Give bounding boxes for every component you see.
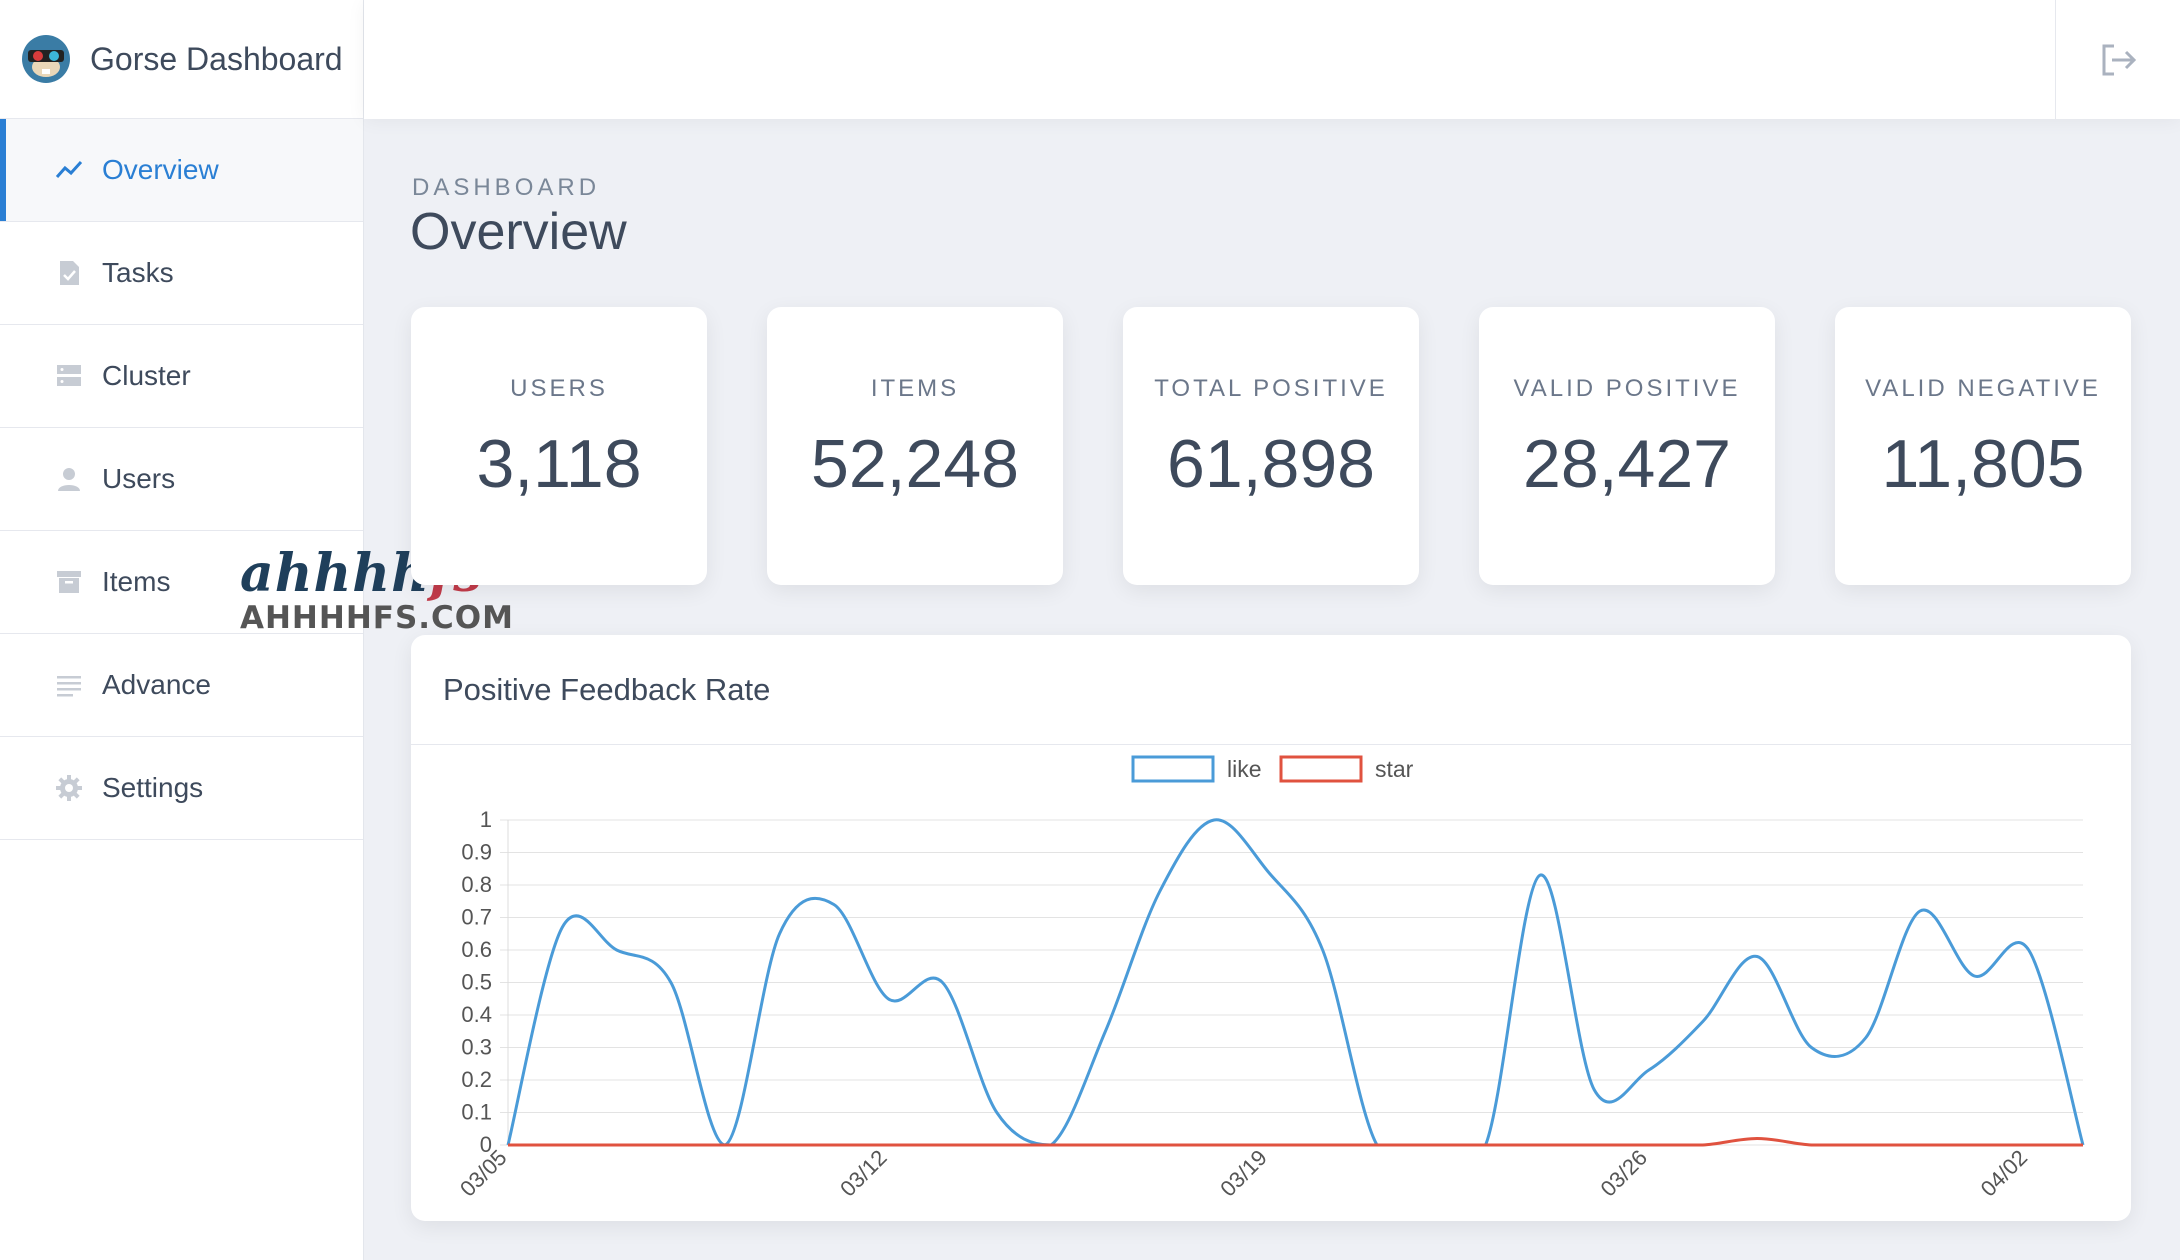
stat-card-users: USERS 3,118 bbox=[411, 307, 707, 585]
sidebar-item-settings[interactable]: Settings bbox=[0, 737, 363, 840]
legend-label-star: star bbox=[1375, 756, 1414, 782]
app-title: Gorse Dashboard bbox=[90, 40, 343, 77]
sidebar-item-overview[interactable]: Overview bbox=[0, 119, 363, 222]
series-line-star bbox=[508, 1136, 2083, 1147]
trend-line-icon bbox=[54, 155, 84, 185]
y-tick-label: 0.3 bbox=[461, 1035, 492, 1060]
sidebar-item-label: Overview bbox=[102, 154, 219, 185]
legend-swatch-like bbox=[1131, 755, 1215, 783]
sidebar: Gorse Dashboard Overview Tasks Cluster User… bbox=[0, 0, 364, 1260]
stat-label: VALID POSITIVE bbox=[1513, 375, 1741, 402]
gorse-logo-icon bbox=[22, 35, 70, 83]
sidebar-item-label: Cluster bbox=[102, 360, 191, 391]
sidebar-item-users[interactable]: Users bbox=[0, 428, 363, 531]
y-tick-label: 0.1 bbox=[461, 1100, 492, 1125]
stat-card-valid-negative: VALID NEGATIVE 11,805 bbox=[1835, 307, 2131, 585]
y-tick-label: 0.8 bbox=[461, 872, 492, 897]
y-tick-label: 0.9 bbox=[461, 840, 492, 865]
y-tick-label: 0.2 bbox=[461, 1067, 492, 1092]
brand[interactable]: Gorse Dashboard bbox=[0, 0, 363, 119]
user-icon bbox=[54, 464, 84, 494]
y-tick-label: 0.4 bbox=[461, 1002, 492, 1027]
stat-value: 52,248 bbox=[811, 426, 1019, 502]
stat-value: 28,427 bbox=[1523, 426, 1731, 502]
stat-label: ITEMS bbox=[870, 375, 960, 402]
sidebar-item-items[interactable]: Items bbox=[0, 531, 363, 634]
sidebar-item-label: Tasks bbox=[102, 257, 174, 288]
series-line-like bbox=[506, 818, 2085, 1147]
x-tick-label: 03/12 bbox=[835, 1145, 892, 1202]
sidebar-item-label: Advance bbox=[102, 669, 211, 700]
stat-label: TOTAL POSITIVE bbox=[1154, 375, 1388, 402]
stat-card-valid-positive: VALID POSITIVE 28,427 bbox=[1479, 307, 1775, 585]
sidebar-item-label: Settings bbox=[102, 772, 204, 803]
gear-icon bbox=[54, 773, 84, 803]
stat-value: 11,805 bbox=[1881, 426, 2085, 502]
x-tick-label: 03/26 bbox=[1595, 1145, 1652, 1202]
server-icon bbox=[54, 361, 84, 391]
legend-label-like: like bbox=[1227, 756, 1262, 782]
page-title: Overview bbox=[410, 203, 627, 261]
y-tick-label: 0.6 bbox=[461, 937, 492, 962]
stat-label: USERS bbox=[510, 375, 608, 402]
stat-card-total-positive: TOTAL POSITIVE 61,898 bbox=[1123, 307, 1419, 585]
stat-value: 61,898 bbox=[1167, 426, 1375, 502]
stat-label: VALID NEGATIVE bbox=[1865, 375, 2101, 402]
page-subtitle: DASHBOARD bbox=[412, 174, 601, 201]
x-tick-label: 04/02 bbox=[1976, 1145, 2033, 1202]
y-tick-label: 0 bbox=[480, 1132, 492, 1157]
sidebar-item-label: Items bbox=[102, 566, 171, 597]
file-check-icon bbox=[54, 258, 84, 288]
chart-title: Positive Feedback Rate bbox=[411, 635, 2131, 745]
stat-card-items: ITEMS 52,248 bbox=[767, 307, 1063, 585]
stat-value: 3,118 bbox=[476, 426, 642, 502]
list-icon bbox=[54, 670, 84, 700]
sidebar-nav: Overview Tasks Cluster Users Items Advance Set… bbox=[0, 119, 363, 840]
y-tick-label: 1 bbox=[480, 807, 492, 832]
chart-card: Positive Feedback Rate 0 0.1 0.2 0.3 0.4 0.5 0… bbox=[411, 635, 2131, 1221]
x-tick-label: 03/19 bbox=[1215, 1145, 1272, 1202]
logout-icon bbox=[2102, 44, 2137, 75]
legend-swatch-star bbox=[1279, 755, 1363, 783]
y-tick-label: 0.5 bbox=[461, 970, 492, 995]
sidebar-item-label: Users bbox=[102, 463, 176, 494]
logout-button[interactable] bbox=[2055, 0, 2180, 119]
y-tick-label: 0.7 bbox=[461, 905, 492, 930]
sidebar-item-advance[interactable]: Advance bbox=[0, 634, 363, 737]
archive-icon bbox=[54, 567, 84, 597]
sidebar-item-cluster[interactable]: Cluster bbox=[0, 325, 363, 428]
topbar bbox=[364, 0, 2180, 119]
sidebar-item-tasks[interactable]: Tasks bbox=[0, 222, 363, 325]
